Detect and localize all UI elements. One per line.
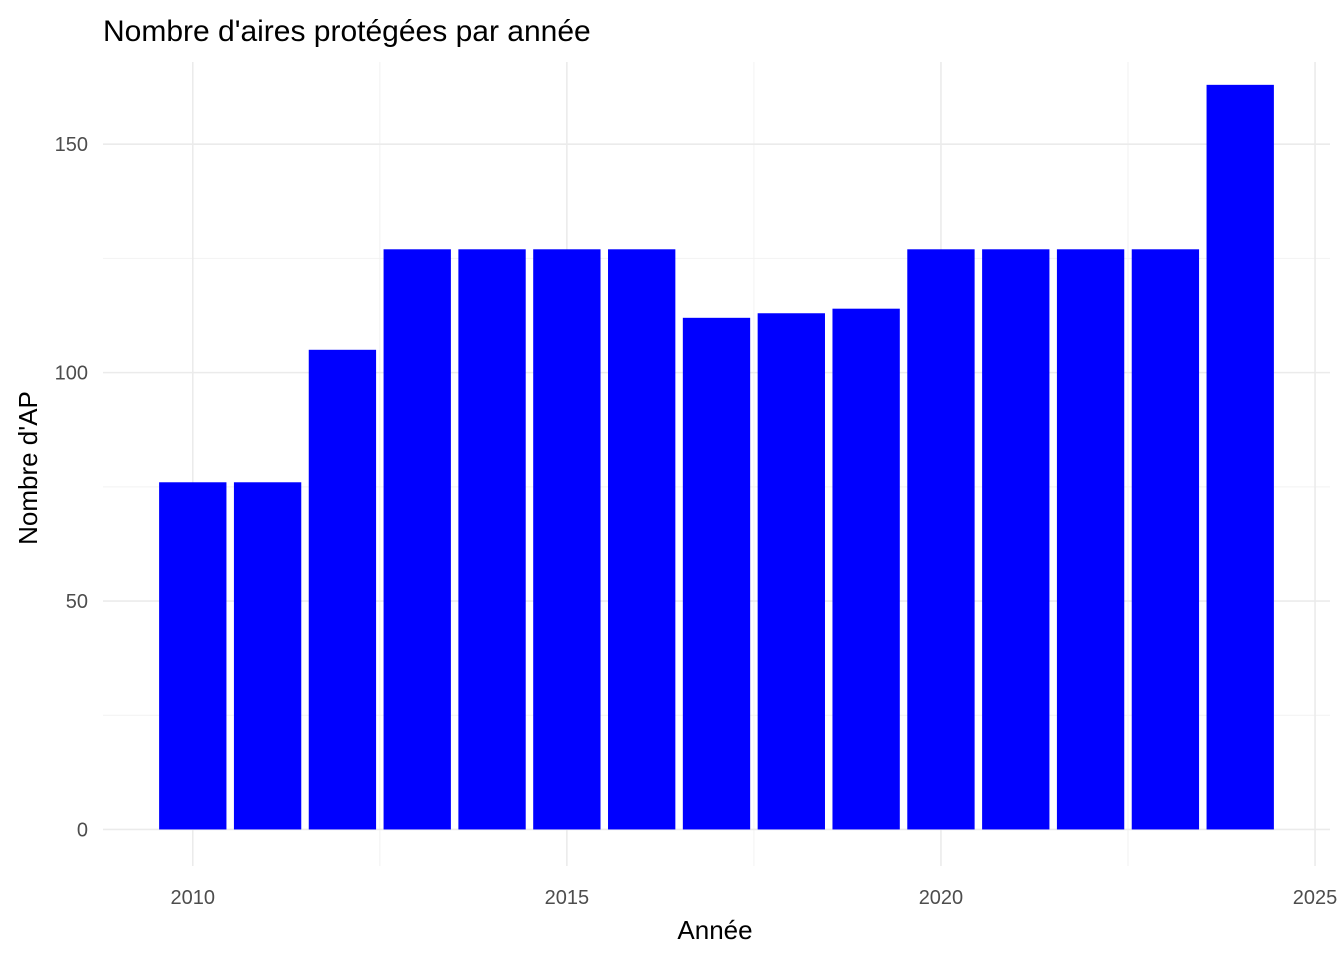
bar-2023 — [1131, 249, 1200, 830]
y-axis-ticks: 0 50 100 150 — [55, 134, 88, 841]
bar-2021 — [982, 249, 1050, 830]
bar-2017 — [682, 317, 751, 830]
y-tick-label: 100 — [55, 363, 88, 385]
bar-2018 — [757, 313, 825, 830]
y-tick-label: 0 — [77, 819, 88, 841]
bar-2022 — [1056, 249, 1125, 830]
y-axis-title: Nombre d'AP — [13, 391, 43, 545]
x-tick-label: 2010 — [171, 887, 216, 909]
y-tick-label: 50 — [66, 591, 88, 613]
bar-2012 — [308, 349, 377, 830]
x-axis-ticks: 2010 2015 2020 2025 — [171, 887, 1338, 909]
bar-2015 — [533, 249, 601, 830]
x-tick-label: 2015 — [545, 887, 590, 909]
y-tick-label: 150 — [55, 134, 88, 156]
bar-2020 — [907, 249, 975, 830]
x-axis-title: Année — [677, 915, 752, 945]
chart-title: Nombre d'aires protégées par année — [103, 15, 591, 48]
x-tick-label: 2025 — [1293, 887, 1338, 909]
bar-2014 — [458, 249, 526, 830]
x-tick-label: 2020 — [919, 887, 964, 909]
bar-2024 — [1206, 84, 1274, 830]
bar-2013 — [383, 249, 451, 830]
bar-2011 — [233, 482, 302, 830]
bars — [159, 84, 1274, 830]
bar-2019 — [832, 308, 900, 830]
bar-2016 — [608, 249, 676, 830]
bar-2010 — [159, 482, 227, 830]
